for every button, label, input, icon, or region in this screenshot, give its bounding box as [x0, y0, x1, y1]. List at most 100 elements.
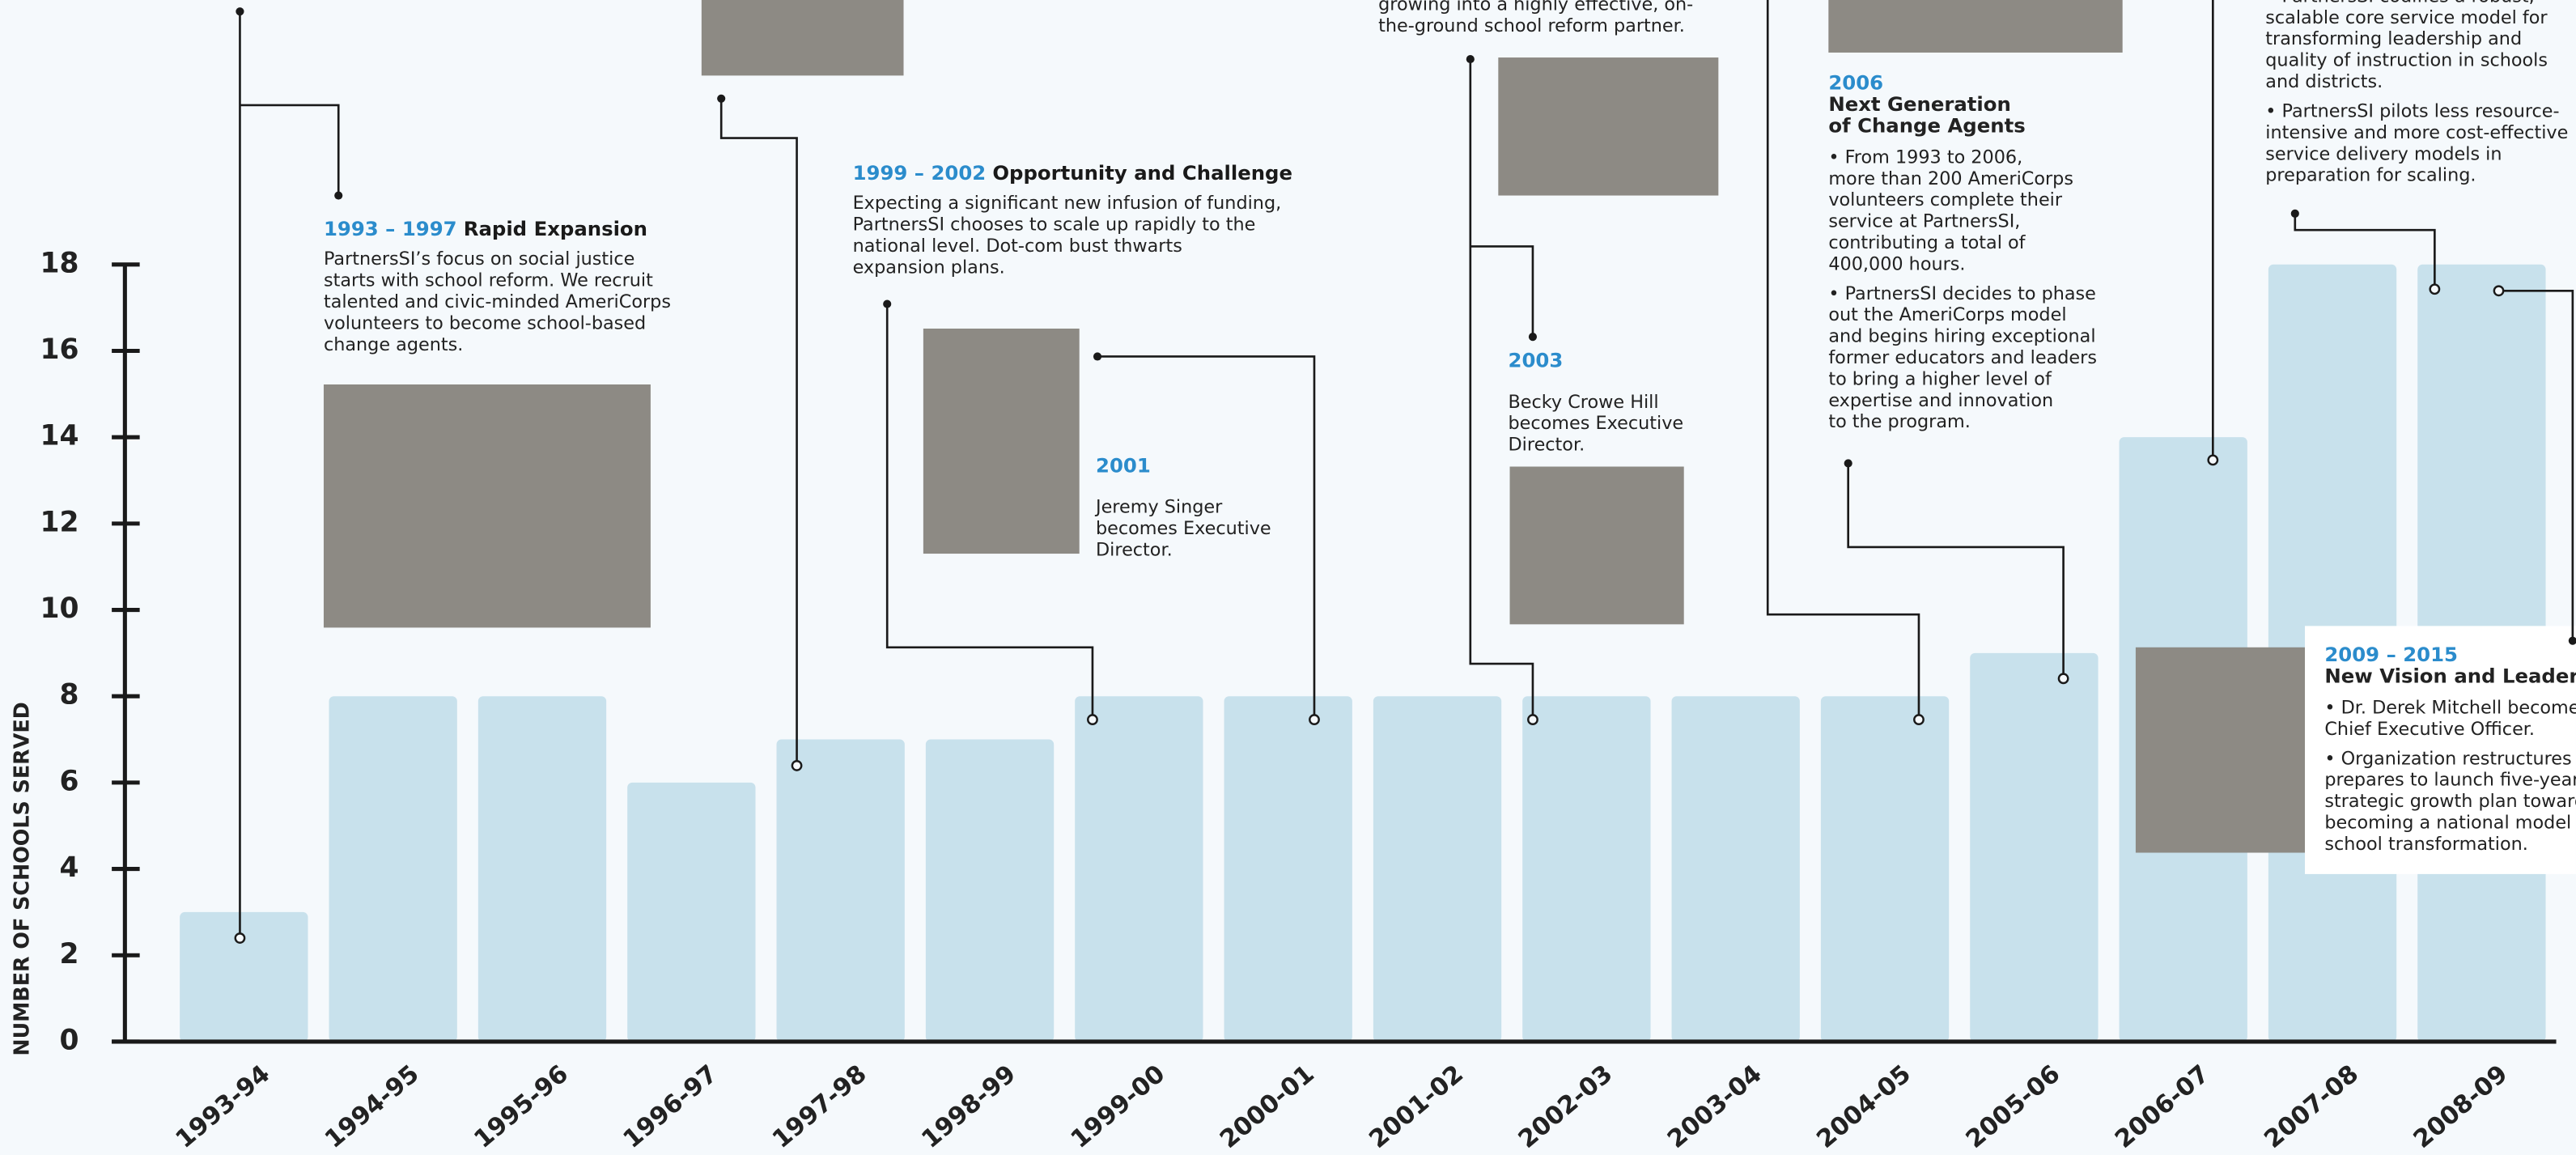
y-tick-label: 12: [40, 506, 79, 538]
annotation-text: service at PartnersSI,: [1828, 211, 2020, 232]
dot: [334, 191, 342, 199]
y-tick-label: 4: [59, 851, 79, 884]
annotation-text: 400,000 hours.: [1828, 253, 1965, 274]
annotation-text: Becky Crowe Hill: [1509, 392, 1659, 413]
annotation-text: starts with school reform. We recruit: [324, 270, 653, 291]
annotation-title: 2001: [1096, 453, 1151, 477]
ring: [792, 761, 801, 770]
annotation-text: • PartnersSI pilots less resource-: [2265, 101, 2559, 122]
dot: [1844, 459, 1852, 467]
annotation-text: becomes Executive: [1096, 518, 1271, 539]
dot: [1529, 333, 1537, 341]
bar: [1821, 696, 1949, 1042]
annotation-text: Director.: [1096, 540, 1173, 561]
bar: [1224, 696, 1352, 1042]
bar: [180, 912, 308, 1042]
annotation-text: • PartnersSI decides to phase: [1828, 283, 2096, 304]
annotation-heading: Next Generation: [1828, 92, 2011, 116]
y-tick-label: 8: [59, 679, 79, 711]
y-tick-label: 14: [40, 420, 79, 452]
y-tick-label: 10: [40, 592, 79, 625]
annotation-text: change agents.: [324, 334, 463, 355]
ring: [2059, 674, 2068, 683]
annotation-text: volunteers complete their: [1828, 189, 2063, 210]
bar: [329, 696, 456, 1042]
annotation-text: former educators and leaders: [1828, 347, 2097, 368]
annotation-text: Chief Executive Officer.: [2324, 719, 2535, 740]
annotation-heading: Opportunity and Challenge: [992, 161, 1292, 185]
annotation-text: growing into a highly effective, on-: [1378, 0, 1693, 15]
annotation-text: volunteers to become school-based: [324, 312, 646, 333]
annotation-text: and begins hiring exceptional: [1828, 326, 2095, 347]
y-tick-label: 6: [59, 765, 79, 797]
dot: [883, 299, 891, 308]
annotation-text: the-ground school reform partner.: [1378, 15, 1685, 36]
annotation-title: 2009 – 2015: [2324, 643, 2458, 666]
bar: [1672, 696, 1800, 1042]
annotation-text: • Organization restructures a: [2324, 748, 2576, 769]
bar: [478, 696, 606, 1042]
annotation-text: prepares to launch five-year: [2324, 770, 2576, 791]
annotation-text: becoming a national model f: [2324, 812, 2576, 833]
photo: [2136, 648, 2305, 853]
photo: [1498, 57, 1718, 196]
annotation-years: 2003: [1509, 349, 1564, 372]
photo: [1510, 466, 1684, 624]
annotation-text: PartnersSI chooses to scale up rapidly t…: [853, 214, 1256, 236]
dot: [1466, 55, 1475, 63]
annotation-text: scalable core service model for: [2265, 7, 2548, 28]
photo: [1828, 0, 2122, 53]
annotation-title: 2003: [1509, 349, 1564, 372]
bar: [1522, 696, 1650, 1042]
y-axis-label: NUMBER OF SCHOOLS SERVED: [9, 702, 33, 1055]
ring: [1528, 715, 1537, 724]
ring: [2209, 456, 2217, 465]
bar: [926, 740, 1054, 1042]
annotation-text: service delivery models in: [2265, 143, 2502, 164]
y-tick-label: 0: [59, 1024, 79, 1056]
ring: [1309, 715, 1318, 724]
ring: [236, 933, 244, 942]
bar: [1075, 696, 1203, 1042]
annotation-text: strategic growth plan toward: [2324, 791, 2576, 812]
annotation-text: expansion plans.: [853, 257, 1005, 278]
photo: [702, 0, 904, 75]
annotation-text: Expecting a significant new infusion of …: [853, 193, 1282, 214]
ring: [1914, 715, 1923, 724]
annotation-text: contributing a total of: [1828, 232, 2026, 253]
annotation-text: transforming leadership and: [2265, 28, 2522, 49]
dot: [717, 95, 725, 103]
annotation-text: • From 1993 to 2006,: [1828, 146, 2022, 168]
annotation-text: preparation for scaling.: [2265, 165, 2476, 186]
annotation-text: to bring a higher level of: [1828, 368, 2052, 389]
bar: [1970, 653, 2098, 1042]
bar: [627, 783, 755, 1042]
ring: [2430, 285, 2439, 294]
chart: NUMBER OF SCHOOLS SERVED 1993-941994-951…: [0, 0, 2576, 1155]
annotation-text: intensive and more cost-effective: [2265, 122, 2568, 143]
annotation-text: Director.: [1509, 435, 1585, 456]
y-tick-label: 18: [40, 247, 79, 279]
annotation-title: 2006: [1828, 71, 1883, 95]
annotation-text: school transformation.: [2324, 834, 2528, 855]
annotation-heading: New Vision and Leadersh: [2324, 664, 2576, 687]
dot: [2291, 210, 2299, 218]
annotation-years: 2009 – 2015: [2324, 643, 2458, 666]
dot: [236, 7, 244, 15]
annotation-heading: Rapid Expansion: [464, 217, 647, 240]
y-tick-label: 2: [59, 938, 79, 970]
annotation-heading: of Change Agents: [1828, 113, 2025, 137]
annotation-text: more than 200 AmeriCorps: [1828, 168, 2073, 189]
ring: [1088, 715, 1097, 724]
annotation-text: talented and civic-minded AmeriCorps: [324, 291, 671, 312]
annotation-text: national level. Dot-com bust thwarts: [853, 236, 1182, 257]
dot: [1093, 352, 1101, 360]
annotation-years: 1999 – 2002: [853, 161, 987, 185]
annotation-text: PartnersSI’s focus on social justice: [324, 248, 634, 270]
photo: [324, 384, 651, 627]
annotation-text: quality of instruction in schools: [2265, 50, 2548, 71]
annotation-years: 2001: [1096, 453, 1151, 477]
annotation-text: and districts.: [2265, 71, 2383, 92]
